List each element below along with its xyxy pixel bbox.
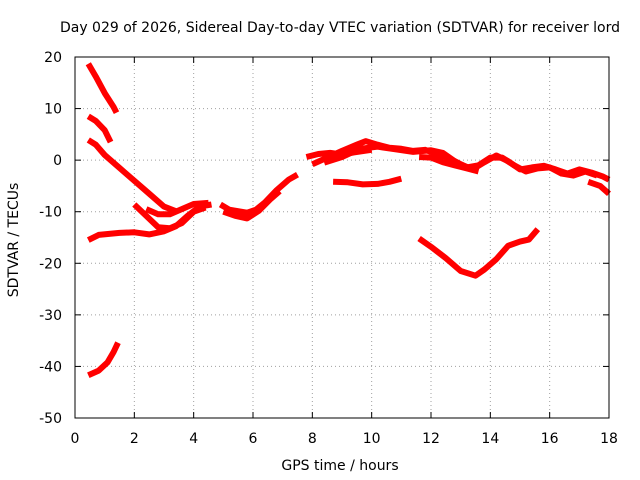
x-tick-label: 2 xyxy=(130,431,139,447)
series-arc-5 xyxy=(132,202,207,232)
series-arc-2 xyxy=(86,113,114,144)
x-tick-label: 4 xyxy=(189,431,198,447)
y-tick-label: -50 xyxy=(39,411,62,427)
series-arc-1 xyxy=(85,62,120,115)
x-axis-ticks: 0 2 4 6 8 10 12 14 16 18 xyxy=(71,57,618,447)
y-axis-label: SDTVAR / TECUs xyxy=(6,183,22,298)
series-arc-13 xyxy=(418,154,480,175)
x-axis-label: GPS time / hours xyxy=(281,458,398,474)
x-tick-label: 14 xyxy=(481,431,499,447)
series-arc-11 xyxy=(323,143,599,179)
series-arc-9 xyxy=(222,188,282,222)
series-arc-15 xyxy=(417,227,541,279)
y-tick-label: 10 xyxy=(44,102,62,118)
grid-lines xyxy=(75,57,609,418)
series-arc-12 xyxy=(305,146,373,160)
y-tick-label: -40 xyxy=(39,359,62,375)
y-tick-label: -10 xyxy=(39,205,62,221)
chart-title: Day 029 of 2026, Sidereal Day-to-day VTE… xyxy=(60,20,620,36)
series-arc-16 xyxy=(587,178,611,196)
series-arc-6 xyxy=(144,199,209,218)
x-tick-label: 18 xyxy=(600,431,618,447)
series-arc-14 xyxy=(332,175,403,188)
y-axis-ticks: 20 10 0 -10 -20 -30 -40 -50 xyxy=(39,50,609,427)
y-tick-label: 20 xyxy=(44,50,62,66)
x-tick-label: 16 xyxy=(541,431,559,447)
series-arc-3 xyxy=(86,137,177,214)
x-tick-label: 10 xyxy=(363,431,381,447)
series-arc-7 xyxy=(87,341,121,378)
y-tick-label: 0 xyxy=(53,153,62,169)
x-tick-label: 8 xyxy=(308,431,317,447)
data-series xyxy=(85,62,611,378)
plot-frame xyxy=(74,56,610,419)
y-tick-label: -30 xyxy=(39,308,62,324)
y-tick-label: -20 xyxy=(39,256,62,272)
x-tick-label: 0 xyxy=(71,431,80,447)
x-tick-label: 12 xyxy=(422,431,440,447)
x-tick-label: 6 xyxy=(249,431,258,447)
